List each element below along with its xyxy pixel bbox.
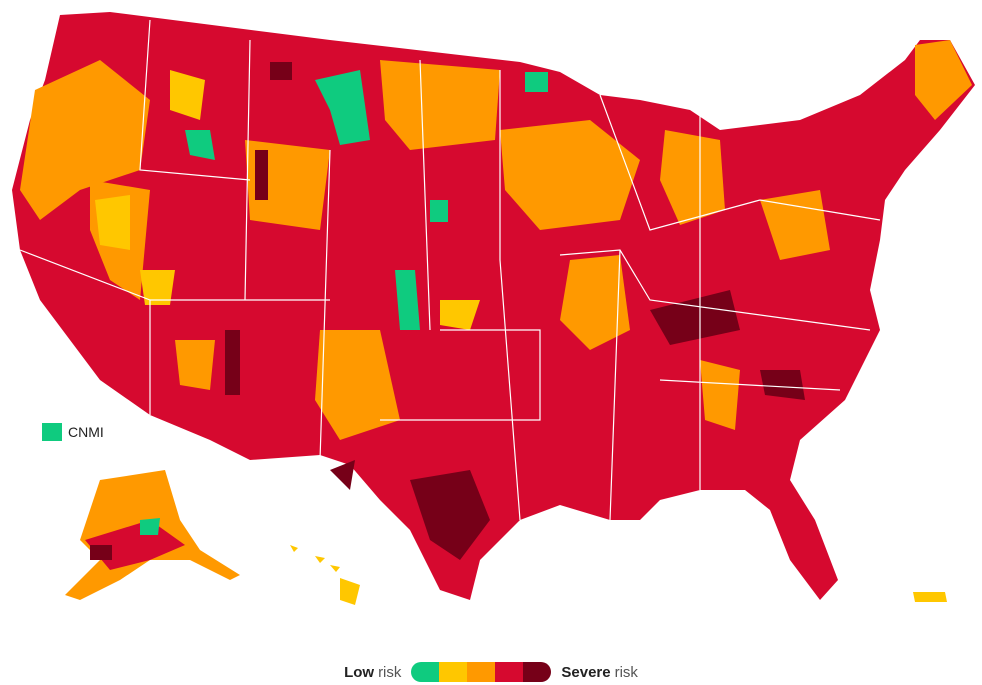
region (175, 340, 215, 390)
map (12, 12, 975, 605)
legend-swatches (411, 662, 552, 682)
legend-swatch (523, 662, 552, 682)
region (650, 290, 740, 345)
region (20, 60, 150, 220)
cnmi-key: CNMI (42, 423, 104, 441)
region (330, 460, 355, 490)
hawaii (290, 545, 360, 605)
legend-swatch (439, 662, 468, 682)
region (225, 330, 240, 395)
legend-severe: Severe (561, 663, 611, 681)
legend-low-suffix: risk (378, 663, 402, 681)
region (700, 360, 740, 430)
region (380, 60, 500, 150)
puerto-rico (913, 592, 947, 602)
alaska-region (140, 518, 160, 535)
region (315, 70, 370, 145)
legend-swatch (495, 662, 524, 682)
region (395, 270, 420, 330)
region (185, 130, 215, 160)
region (255, 150, 268, 200)
region (430, 200, 448, 222)
region (525, 72, 548, 92)
legend: Low risk Severe risk (0, 660, 982, 684)
region (95, 195, 130, 250)
region (760, 190, 830, 260)
cnmi-label: CNMI (68, 424, 104, 440)
state-border (19, 19, 881, 521)
region (170, 70, 205, 120)
region (270, 62, 292, 80)
region (500, 120, 640, 230)
region (410, 470, 490, 560)
region (660, 130, 725, 225)
cnmi-swatch (42, 423, 62, 441)
region (760, 370, 805, 400)
region (915, 40, 972, 120)
legend-low: Low (344, 663, 375, 681)
region (140, 270, 175, 305)
legend-swatch (411, 662, 440, 682)
region (560, 255, 630, 350)
region (440, 300, 480, 330)
legend-swatch (467, 662, 496, 682)
region (315, 330, 400, 440)
alaska-region (90, 545, 112, 560)
legend-severe-suffix: risk (614, 663, 638, 681)
